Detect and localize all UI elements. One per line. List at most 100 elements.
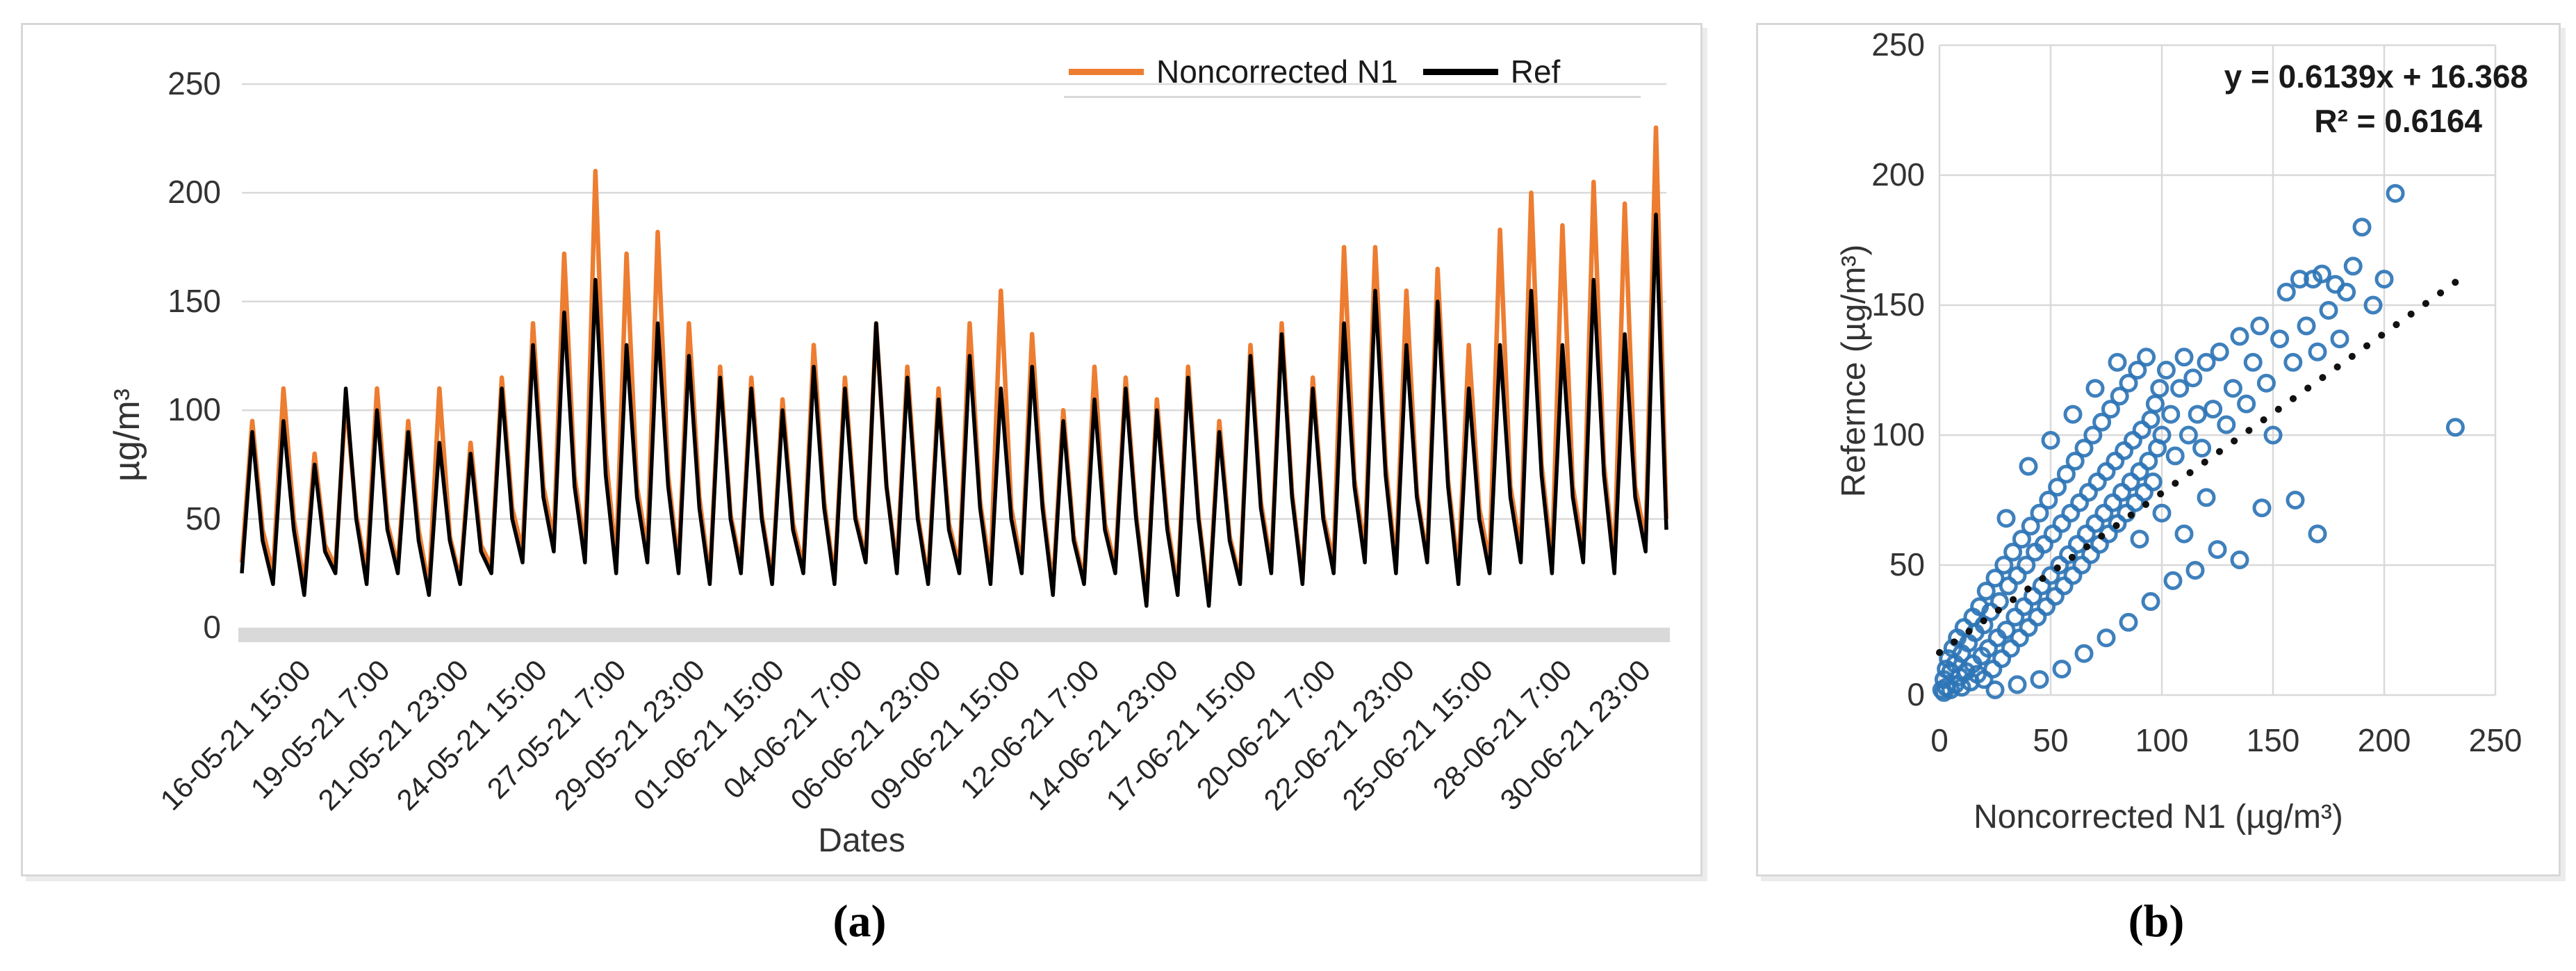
- scatter-point: [2163, 571, 2183, 590]
- scatter-point: [2174, 348, 2194, 367]
- scatter-point: [2270, 329, 2290, 349]
- scatter-point: [2039, 491, 2058, 509]
- scatter-panel: y = 0.6139x + 16.368 R² = 0.6164 Refernc…: [1756, 23, 2561, 876]
- scatter-point: [2312, 264, 2331, 284]
- scatter-point: [2139, 451, 2158, 471]
- caption-a: (a): [832, 896, 887, 947]
- scatter-point: [2210, 342, 2229, 361]
- scatter-point: [2150, 379, 2169, 398]
- scatter-point: [2130, 530, 2149, 549]
- equation-line1: y = 0.6139x + 16.368: [2224, 58, 2528, 95]
- scatter-point: [2374, 270, 2394, 289]
- scatter-point: [2223, 379, 2242, 398]
- y-tick-label: 150: [1871, 286, 1925, 323]
- scatter-point: [2141, 410, 2160, 430]
- scatter-point: [1985, 569, 2005, 588]
- scatter-point: [2297, 316, 2316, 336]
- scatter-point: [2352, 218, 2372, 237]
- scatter-point: [2204, 400, 2223, 419]
- x-tick-label: 250: [2468, 722, 2522, 758]
- y-tick-label: 200: [1871, 156, 1925, 193]
- scatter-point: [2048, 478, 2067, 497]
- scatter-point: [2101, 400, 2120, 419]
- scatter-point: [2052, 660, 2072, 679]
- scatter-point: [2074, 644, 2094, 663]
- y-tick-label: 250: [167, 65, 221, 101]
- trendline: [1936, 274, 2466, 656]
- scatter-point: [2008, 675, 2027, 694]
- scatter-point: [2337, 282, 2356, 302]
- legend-label-ref: Ref: [1510, 54, 1561, 90]
- scatter-point: [2083, 425, 2103, 445]
- scatter-point: [2065, 451, 2085, 471]
- y-tick-label: 50: [1889, 546, 1925, 582]
- scatter-point: [2283, 352, 2303, 372]
- scatter-point: [2308, 342, 2327, 361]
- scatter-point: [2230, 550, 2249, 569]
- scatter-point: [2161, 405, 2181, 424]
- x-axis-title-a: Dates: [818, 822, 905, 859]
- scatter-point: [2092, 412, 2112, 432]
- legend-underline: [1064, 96, 1641, 98]
- y-tick-label: 100: [1871, 416, 1925, 452]
- series-line-ref: [240, 212, 1668, 608]
- noncorrected-line-swatch-icon: [1069, 68, 1144, 75]
- scatter-point: [2119, 373, 2138, 393]
- scatter-point: [2097, 628, 2116, 648]
- y-tick-label: 100: [167, 391, 221, 428]
- scatter-point: [2021, 516, 2040, 536]
- scatter-point: [1985, 680, 2005, 699]
- trendline-equation: y = 0.6139x + 16.368 R² = 0.6164: [2224, 54, 2528, 143]
- scatter-point: [2290, 270, 2309, 289]
- scatter-point: [2030, 670, 2049, 690]
- scatter-point: [2188, 405, 2207, 424]
- scatter-point: [2386, 183, 2405, 203]
- legend-item-ref: Ref: [1422, 53, 1561, 90]
- scatter-point: [2319, 301, 2338, 320]
- scatter-point: [2197, 488, 2216, 507]
- x-tick-label: 50: [2033, 722, 2069, 758]
- scatter-point: [2170, 379, 2190, 398]
- scatter-point: [1976, 581, 1996, 601]
- scatter-point: [2108, 352, 2127, 372]
- scatter-point: [2003, 542, 2023, 562]
- scatter-point: [2230, 327, 2249, 346]
- scatter-point: [2197, 352, 2216, 372]
- ref-line-swatch-icon: [1422, 68, 1498, 75]
- scatter-point: [2217, 415, 2236, 434]
- x-axis-title-b: Noncorrected N1 (µg/m³): [1974, 799, 2343, 835]
- scatter-point: [2243, 352, 2263, 372]
- scatter-point: [2110, 386, 2129, 406]
- scatter-point: [2250, 316, 2270, 336]
- scatter-point: [2030, 503, 2049, 523]
- scatter-point: [2330, 329, 2349, 349]
- scatter-point: [2363, 295, 2383, 315]
- scatter-point: [2237, 394, 2256, 414]
- scatter-point: [2263, 425, 2283, 445]
- scatter-point: [2256, 373, 2276, 393]
- y-tick-label: 50: [185, 500, 221, 537]
- legend-label-noncorrected: Noncorrected N1: [1156, 54, 1398, 90]
- x-tick-label: 0: [1930, 722, 1949, 758]
- scatter-point: [2145, 394, 2165, 414]
- scatter-point: [2152, 425, 2172, 445]
- scatter-point: [2128, 361, 2147, 380]
- y-tick-label: 250: [1871, 26, 1925, 63]
- scatter-point: [2019, 457, 2038, 476]
- scatter-point: [2152, 503, 2172, 523]
- scatter-point: [2063, 405, 2083, 424]
- scatter-point: [2074, 439, 2094, 458]
- y-tick-label: 0: [203, 609, 221, 645]
- scatter-point: [2343, 256, 2363, 276]
- x-tick-label: 150: [2246, 722, 2300, 758]
- scatter-point: [2119, 612, 2138, 632]
- legend-item-noncorrected: Noncorrected N1: [1069, 53, 1398, 90]
- scatter-point: [2085, 379, 2105, 398]
- scatter-point: [2192, 439, 2212, 458]
- y-tick-label: 150: [167, 282, 221, 319]
- equation-line2: R² = 0.6164: [2314, 103, 2482, 139]
- scatter-point: [1994, 555, 2014, 575]
- scatter-point: [2445, 418, 2465, 437]
- scatter-point: [2137, 348, 2156, 367]
